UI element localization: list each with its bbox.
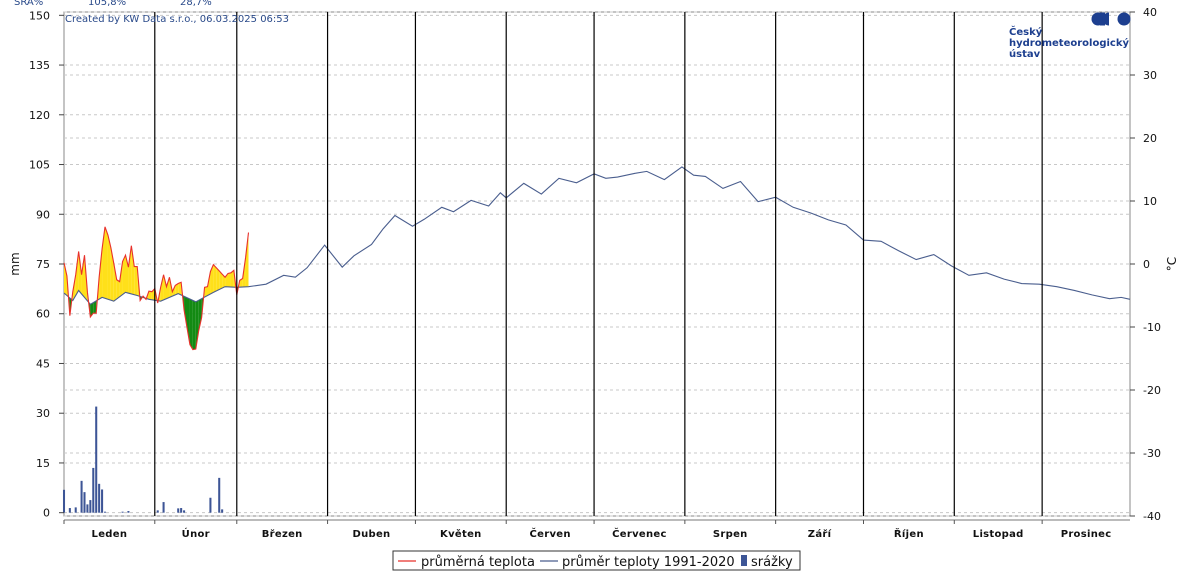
right-tick-label: 30: [1143, 69, 1157, 82]
precip-bar: [95, 407, 97, 513]
header-value-2: 28,7%: [180, 0, 212, 8]
left-tick-label: 45: [36, 357, 50, 370]
precip-bar: [209, 498, 211, 513]
legend-label-normal-temp: průměr teploty 1991-2020: [562, 555, 735, 570]
left-tick-label: 105: [29, 159, 50, 172]
legend: průměrná teplota průměr teploty 1991-202…: [393, 551, 800, 570]
precip-bar: [101, 489, 103, 512]
left-axis-ticks: 0 15 30 45 60 75 90 105 120 135 150: [29, 9, 64, 519]
precip-bar: [75, 507, 77, 512]
left-tick-label: 120: [29, 109, 50, 122]
right-tick-label: -30: [1143, 447, 1161, 460]
precip-bar: [183, 510, 185, 512]
precip-bar: [63, 490, 65, 513]
precip-bar: [81, 481, 83, 513]
legend-swatch-precip: [741, 555, 747, 566]
warmer-fill: [213, 265, 216, 293]
right-tick-label: -20: [1143, 384, 1161, 397]
precip-bar: [69, 508, 71, 513]
precip-bar: [218, 478, 220, 513]
precip-bar: [177, 508, 179, 512]
right-tick-label: 0: [1143, 258, 1150, 271]
warmer-fill: [117, 280, 120, 299]
precip-bar: [122, 512, 124, 513]
warmer-fill: [149, 291, 152, 300]
month-label: Prosinec: [1061, 529, 1112, 540]
left-tick-label: 135: [29, 59, 50, 72]
legend-label-precip: srážky: [751, 555, 793, 570]
right-tick-label: -10: [1143, 321, 1161, 334]
legend-label-avg-temp: průměrná teplota: [421, 555, 535, 570]
precip-bar: [157, 510, 159, 512]
left-tick-label: 75: [36, 258, 50, 271]
precip-bar: [163, 502, 165, 513]
warmer-fill: [134, 267, 137, 296]
precip-bar: [98, 484, 100, 513]
left-tick-label: 90: [36, 208, 50, 221]
precip-bar: [127, 511, 129, 513]
logo-line-2: hydrometeorologický: [1009, 37, 1129, 49]
precip-bar: [83, 492, 85, 513]
month-labels: Leden Únor Březen Duben Květen Červen Červenec…: [92, 527, 1112, 540]
month-label: Listopad: [973, 529, 1024, 540]
left-tick-label: 0: [43, 507, 50, 520]
warmer-fill: [178, 282, 181, 295]
logo-line-3: ústav: [1009, 48, 1041, 60]
warmer-fill: [228, 273, 231, 287]
month-label: Září: [808, 528, 832, 540]
month-label: Duben: [353, 529, 391, 540]
precip-bar: [89, 500, 91, 513]
left-tick-label: 30: [36, 407, 50, 420]
colder-fill: [193, 300, 196, 349]
right-tick-label: 20: [1143, 132, 1157, 145]
month-label: Říjen: [894, 527, 924, 540]
month-label: Březen: [262, 528, 303, 540]
month-label: Červenec: [612, 527, 667, 540]
month-label: Leden: [92, 529, 128, 540]
header-value-1: 105,8%: [88, 0, 126, 8]
left-tick-label: 150: [29, 9, 50, 22]
precip-bar: [180, 508, 182, 513]
month-label: Červen: [530, 527, 571, 540]
precip-bar: [92, 468, 94, 513]
warmer-fill: [105, 227, 108, 299]
header-label: SRA%: [14, 0, 43, 8]
right-axis-ticks: -40 -30 -20 -10 0 10 20 30 40: [1130, 6, 1161, 523]
right-tick-label: 40: [1143, 6, 1157, 19]
right-tick-label: 10: [1143, 195, 1157, 208]
right-tick-label: -40: [1143, 510, 1161, 523]
credit-text: Created by KW Data s.r.o., 06.03.2025 06…: [65, 14, 289, 25]
month-label: Únor: [182, 527, 210, 540]
right-axis-title: °C: [1165, 257, 1179, 271]
month-label: Květen: [440, 528, 482, 540]
precip-bar: [86, 504, 88, 512]
left-axis-title: mm: [8, 252, 22, 275]
colder-fill: [190, 299, 193, 350]
precip-bar: [221, 509, 223, 512]
logo-line-1: Český: [1009, 25, 1043, 38]
month-label: Srpen: [713, 529, 748, 540]
left-tick-label: 60: [36, 308, 50, 321]
left-tick-label: 15: [36, 457, 50, 470]
precip-bar: [104, 512, 106, 513]
